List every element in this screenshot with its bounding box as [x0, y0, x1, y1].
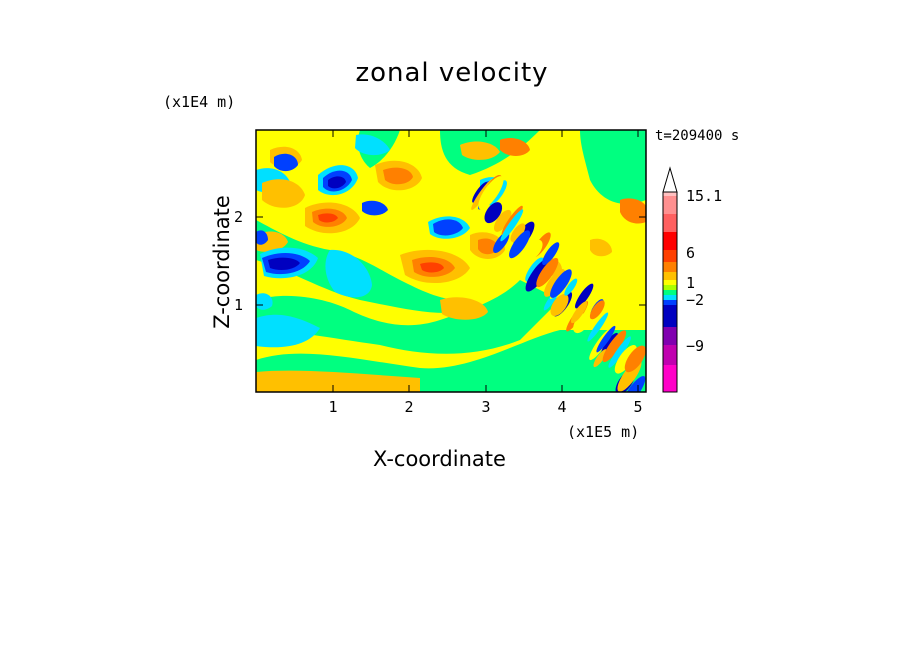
wave-cell: [570, 301, 588, 324]
colorbar-segment: [663, 232, 677, 250]
colorbar-segment: [663, 285, 677, 290]
y-tick-label: 2: [234, 208, 244, 226]
colorbar-label: 6: [686, 244, 696, 262]
wave-train: [471, 174, 646, 392]
x-tick-label: 1: [328, 398, 338, 416]
colorbar-segment: [663, 365, 677, 392]
time-label: t=209400 s: [655, 128, 740, 144]
x-tick-label: 3: [481, 398, 491, 416]
wave-cell: [573, 312, 591, 334]
wave-cell: [564, 278, 578, 296]
colorbar-segment: [663, 327, 677, 345]
x-tick-label: 2: [404, 398, 414, 416]
colorbar-segment: [663, 214, 677, 232]
wave-cell: [536, 257, 559, 288]
wave-cell: [526, 239, 543, 260]
wave-cell: [589, 300, 605, 320]
wave-cell: [624, 345, 646, 373]
colorbar-label: −2: [686, 291, 705, 309]
colorbar-label: 15.1: [686, 187, 723, 205]
wave-cell: [478, 176, 504, 210]
plot-frame: [255, 129, 647, 393]
colorbar-segment: [663, 196, 677, 214]
wave-cell: [608, 336, 631, 368]
x-unit-label: (x1E5 m): [567, 423, 640, 441]
chart-title: zonal velocity: [355, 58, 549, 88]
axis-ticks: [256, 130, 646, 392]
colorbar-segment: [663, 272, 677, 280]
wave-cell: [493, 209, 512, 232]
colorbar-segment: [663, 300, 677, 305]
x-tick-label: 4: [557, 398, 567, 416]
wave-cell: [525, 258, 551, 292]
colorbar-segment: [663, 290, 677, 295]
wave-cell: [542, 242, 560, 266]
wave-cell: [593, 349, 607, 368]
wave-cell: [602, 330, 627, 363]
colorbar-segment: [663, 250, 677, 262]
colorbar-label: −9: [686, 337, 705, 355]
colorbar-label: 1: [686, 274, 696, 292]
x-axis-label: X-coordinate: [373, 447, 506, 471]
wave-cell: [510, 223, 526, 243]
colorbar-segment: [663, 280, 677, 285]
colorbar-segment: [663, 262, 677, 272]
colorbar-segment: [663, 345, 677, 365]
wave-cell: [614, 345, 637, 374]
colorbar-segment: [663, 295, 677, 300]
colorbar-segment: [663, 305, 677, 327]
x-tick-label: 5: [633, 398, 643, 416]
wave-cell: [484, 202, 503, 224]
y-unit-label: (x1E4 m): [163, 93, 236, 111]
colorbar-extend-arrow: [662, 166, 678, 193]
wave-cell: [500, 209, 524, 242]
wave-cell: [509, 230, 531, 259]
wave-cell: [587, 312, 609, 342]
colorbar: [662, 191, 678, 393]
wave-cell: [550, 294, 569, 316]
contour-field: [256, 130, 646, 392]
wave-cell: [575, 283, 594, 309]
wave-cell: [596, 325, 616, 353]
y-tick-label: 1: [234, 296, 244, 314]
colorbar-segment: [663, 192, 677, 196]
wave-cell: [550, 269, 572, 298]
